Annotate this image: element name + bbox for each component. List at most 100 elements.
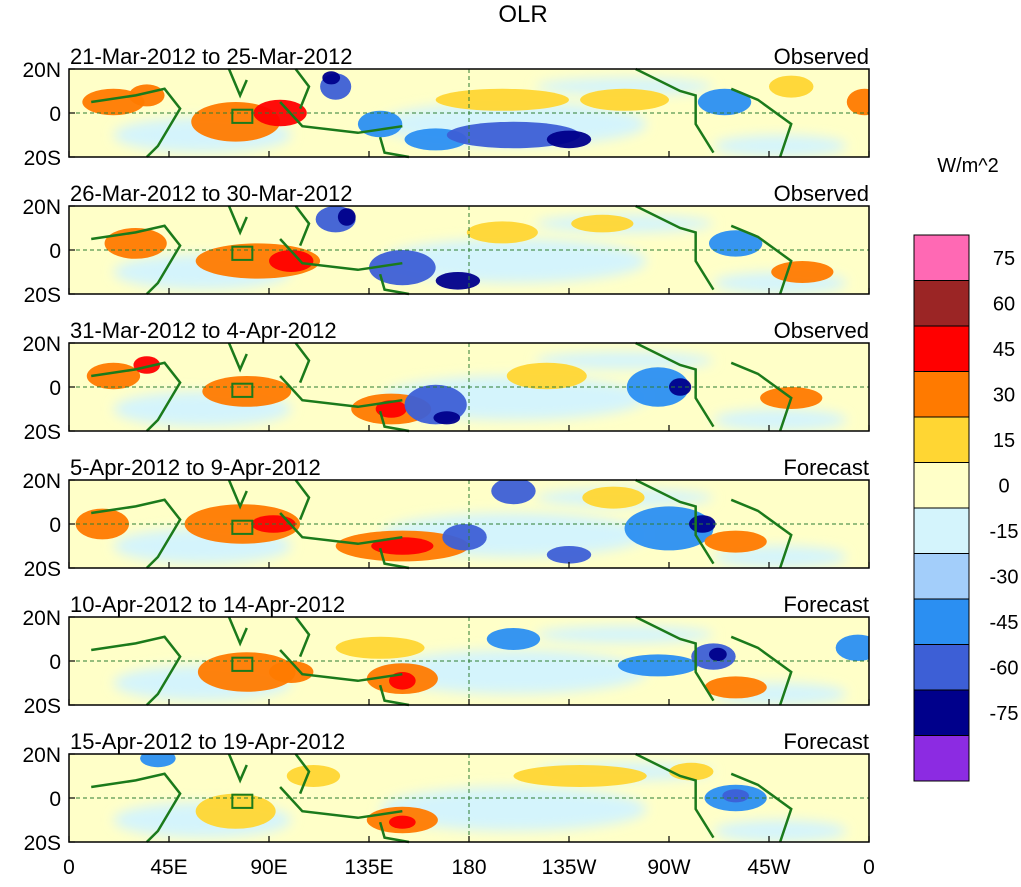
panel-period-label: 26-Mar-2012 to 30-Mar-2012 (70, 181, 352, 206)
x-tick-label: 0 (863, 856, 875, 879)
anomaly-blob (491, 480, 536, 505)
india-coastline (227, 753, 248, 784)
anomaly-blob (571, 214, 634, 233)
americas-west-coastline (635, 341, 715, 428)
index-box (231, 656, 254, 672)
colorbar-swatch (913, 553, 970, 600)
australia-coastline (378, 821, 410, 844)
anomaly-blob (435, 272, 481, 290)
colorbar-swatch (913, 689, 970, 736)
colorbar-swatch (913, 598, 970, 645)
panel-6: 15-Apr-2012 to 19-Apr-2012 Forecast 20N 0 20… (22, 729, 870, 855)
americas-east-coastline (730, 635, 793, 706)
colorbar-level-label: -60 (990, 657, 1019, 679)
anomaly-blob (369, 250, 436, 286)
anomaly-blob (86, 362, 141, 390)
y-tick-label: 0 (49, 377, 61, 400)
anomaly-blob (513, 765, 647, 787)
anomaly-blob (335, 636, 425, 659)
x-tick-label: 0 (63, 856, 75, 879)
y-tick-label: 20N (22, 470, 61, 493)
panel-period-label: 15-Apr-2012 to 19-Apr-2012 (70, 729, 345, 754)
anomaly-blob (433, 411, 461, 425)
y-tick-label: 0 (49, 514, 61, 537)
panel-4: 5-Apr-2012 to 9-Apr-2012 Forecast 20N 0 20S (22, 455, 870, 581)
americas-east-coastline (730, 361, 793, 432)
maritime-continent-coastline (279, 101, 403, 135)
x-tick-label: 135W (542, 856, 597, 879)
panel-5: 10-Apr-2012 to 14-Apr-2012 Forecast 20N 0 20… (22, 592, 870, 718)
anomaly-blob (269, 250, 314, 272)
anomaly-blob (322, 71, 341, 85)
y-tick-label: 20S (24, 558, 61, 581)
anomaly-field (86, 351, 847, 431)
africa-coastline (91, 498, 182, 569)
colorbar-swatch (913, 644, 970, 691)
x-tick-label: 45W (747, 856, 790, 879)
anomaly-blob (580, 88, 669, 111)
panel-2: 26-Mar-2012 to 30-Mar-2012 Observed 20N 0 20… (22, 181, 870, 307)
y-tick-label: 20N (22, 744, 61, 767)
panel-1: 21-Mar-2012 to 25-Mar-2012 Observed 20N 0 20… (22, 44, 870, 170)
colorbar-swatch (913, 234, 970, 281)
americas-west-coastline (635, 204, 715, 291)
anomaly-patch (535, 77, 714, 96)
x-tick-label: 90E (250, 856, 287, 879)
panel-kind-label: Forecast (783, 592, 869, 617)
americas-west-coastline (635, 752, 715, 839)
anomaly-blob (269, 661, 314, 683)
panel-kind-label: Observed (774, 318, 869, 343)
anomaly-blob (357, 110, 403, 138)
x-tick-label: 180 (451, 856, 486, 879)
colorbar-swatch (913, 416, 970, 463)
anomaly-patch (713, 135, 847, 157)
maritime-continent-coastline (279, 375, 403, 409)
americas-east-coastline (730, 224, 793, 295)
anomaly-blob (286, 765, 341, 787)
x-tick-label: 45E (150, 856, 187, 879)
maritime-continent-coastline (279, 649, 403, 683)
y-tick-label: 20S (24, 421, 61, 444)
y-tick-label: 0 (49, 240, 61, 263)
anomaly-field (75, 480, 847, 568)
colorbar-swatch (913, 325, 970, 372)
anomaly-blob (697, 88, 752, 116)
index-box (231, 108, 254, 124)
x-tick-label: 90W (647, 856, 690, 879)
colorbar: 75 60 45 30 15 0 -15 -30 -45 -60 -75 (913, 234, 1019, 782)
anomaly-patch (713, 409, 847, 431)
anomaly-blob (546, 130, 592, 149)
anomaly-blob (442, 524, 487, 551)
anomaly-patch (535, 625, 714, 644)
australia-coastline (378, 273, 410, 296)
maritime-continent-coastline (279, 786, 403, 820)
index-box (231, 245, 254, 261)
anomaly-blob (435, 88, 569, 111)
y-tick-label: 20N (22, 59, 61, 82)
anomaly-blob (769, 75, 814, 98)
indochina-coastline (294, 616, 311, 658)
anomaly-blob (846, 88, 869, 116)
colorbar-level-label: -75 (990, 703, 1019, 725)
panel-3: 31-Mar-2012 to 4-Apr-2012 Observed 20N 0 20S (22, 318, 870, 444)
india-coastline (227, 616, 248, 647)
x-tick-label: 135E (344, 856, 393, 879)
anomaly-blob (709, 647, 727, 662)
americas-east-coastline (730, 498, 793, 569)
anomaly-blob (202, 376, 292, 407)
y-tick-label: 0 (49, 103, 61, 126)
indochina-coastline (294, 479, 311, 521)
panel-kind-label: Forecast (783, 729, 869, 754)
panel-kind-label: Observed (774, 181, 869, 206)
anomaly-blob (389, 815, 416, 829)
panel-period-label: 21-Mar-2012 to 25-Mar-2012 (70, 44, 352, 69)
australia-coastline (378, 684, 410, 707)
indochina-coastline (294, 753, 311, 795)
anomaly-blob (771, 261, 834, 283)
colorbar-level-label: 45 (993, 339, 1015, 361)
anomaly-blob (669, 762, 714, 781)
maritime-continent-coastline (279, 238, 403, 272)
colorbar-swatch (913, 280, 970, 327)
y-tick-label: 20N (22, 607, 61, 630)
